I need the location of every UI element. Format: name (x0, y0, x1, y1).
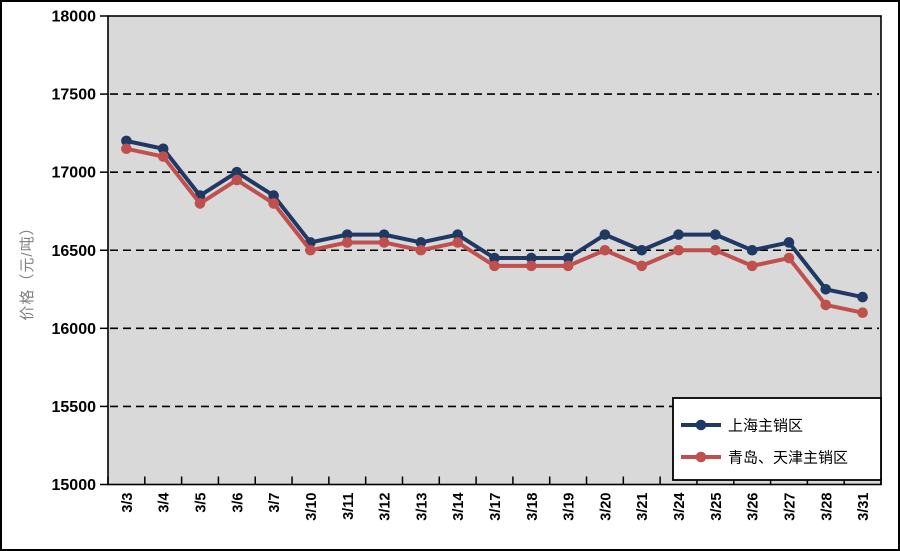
y-axis-tick-label: 16500 (52, 243, 97, 260)
data-point-marker (710, 229, 721, 240)
x-axis-tick-label: 3/24 (672, 493, 688, 521)
data-point-marker (341, 229, 353, 240)
data-point-marker (157, 151, 169, 162)
x-axis-tick-label: 3/5 (194, 493, 210, 513)
x-axis-tick-label: 3/20 (598, 493, 614, 521)
x-axis-tick-label: 3/7 (267, 493, 283, 513)
data-point-marker (378, 229, 390, 240)
data-point-marker (562, 252, 574, 264)
data-point-marker (526, 252, 537, 264)
series-qingdao-tianjin (121, 143, 868, 319)
legend-swatch-marker (695, 451, 707, 463)
y-axis-tick-label: 15500 (52, 399, 97, 416)
x-axis-tick-label: 3/13 (414, 493, 430, 521)
data-point-marker (857, 307, 868, 319)
x-axis-tick-label: 3/6 (230, 493, 246, 513)
data-point-marker (783, 237, 795, 248)
data-point-marker (599, 229, 611, 240)
x-axis-tick-label: 3/21 (635, 493, 651, 521)
data-point-marker (562, 260, 574, 272)
data-point-marker (415, 244, 427, 256)
data-point-marker (341, 237, 353, 248)
data-point-marker (636, 260, 648, 272)
data-point-marker (231, 166, 243, 178)
x-axis-tick-label: 3/3 (120, 493, 136, 513)
data-point-marker (121, 143, 132, 155)
x-axis-tick-label: 3/26 (746, 493, 762, 521)
data-point-marker (415, 237, 427, 248)
data-point-marker (268, 190, 279, 201)
data-point-marker (636, 244, 648, 256)
x-axis-tick-label: 3/4 (157, 493, 173, 513)
data-point-marker (489, 252, 500, 264)
data-point-marker (378, 237, 390, 248)
x-axis-tick-label: 3/14 (451, 493, 467, 521)
legend-label: 青岛、天津主销区 (728, 450, 848, 467)
data-point-marker (599, 244, 611, 256)
series-shanghai (121, 135, 868, 303)
data-point-marker (305, 244, 316, 256)
y-axis-tick-label: 17000 (52, 165, 97, 182)
legend-label: 上海主销区 (728, 418, 803, 435)
legend-item: 青岛、天津主销区 (681, 450, 848, 467)
data-point-marker (746, 260, 758, 272)
x-axis-tick-label: 3/11 (341, 493, 357, 520)
data-point-marker (489, 260, 500, 272)
data-point-marker (673, 229, 684, 240)
data-point-marker (783, 252, 795, 264)
data-point-marker (526, 260, 537, 272)
y-axis-tick-label: 17500 (52, 87, 97, 104)
y-axis-title: 价格（元/吨） (19, 219, 36, 320)
y-axis-tick-label: 18000 (52, 9, 97, 26)
data-point-marker (857, 291, 868, 303)
x-axis-tick-label: 3/25 (709, 493, 725, 521)
data-point-marker (673, 244, 684, 256)
data-point-marker (157, 143, 169, 155)
x-axis-tick-label: 3/31 (856, 493, 872, 521)
data-point-marker (820, 283, 832, 295)
data-point-marker (452, 229, 463, 240)
data-point-marker (710, 244, 721, 256)
x-axis-tick-label: 3/12 (378, 493, 394, 521)
x-axis-tick-label: 3/18 (525, 493, 541, 521)
legend-box (672, 397, 882, 481)
x-axis-tick-label: 3/28 (819, 493, 835, 521)
y-axis-tick-label: 15000 (52, 477, 97, 494)
data-point-marker (231, 174, 243, 186)
data-point-marker (194, 198, 206, 209)
x-axis-tick-label: 3/27 (782, 493, 798, 521)
data-point-marker (746, 244, 758, 256)
data-point-marker (268, 198, 279, 209)
legend-swatch-marker (695, 419, 707, 431)
data-point-marker (820, 299, 832, 311)
data-point-marker (452, 237, 463, 248)
x-axis-tick-label: 3/17 (488, 493, 504, 521)
x-axis-tick-label: 3/10 (304, 493, 320, 521)
x-axis-tick-label: 3/19 (562, 493, 578, 521)
legend-item: 上海主销区 (681, 418, 803, 435)
y-axis-tick-label: 16000 (52, 321, 97, 338)
data-point-marker (121, 135, 132, 147)
